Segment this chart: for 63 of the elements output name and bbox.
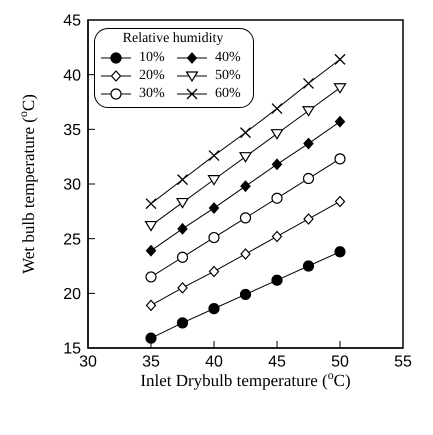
point [334, 246, 346, 258]
point [177, 282, 188, 294]
point [239, 152, 252, 162]
legend-label: 10% [139, 50, 166, 66]
point [334, 83, 346, 94]
point [208, 150, 220, 162]
y-tick-label: 25 [63, 231, 82, 248]
x-tick-label: 40 [205, 353, 223, 370]
point [145, 332, 157, 344]
point [145, 271, 157, 283]
x-axis-title: Inlet Drybulb temperature ($^{o}$C) [140, 368, 351, 390]
point [146, 245, 156, 256]
y-tick-label: 15 [63, 340, 82, 358]
y-tick-label: 30 [63, 176, 82, 194]
point [302, 260, 314, 272]
x-tick-label: 30 [79, 353, 97, 370]
y-tick-label: 35 [63, 122, 82, 140]
x-tick-label: 50 [331, 353, 349, 370]
point [302, 106, 315, 116]
point [176, 174, 188, 186]
point [303, 138, 314, 150]
point [272, 158, 282, 170]
y-tick-label: 40 [63, 67, 82, 84]
point [303, 213, 314, 225]
point [272, 230, 282, 242]
point [302, 78, 314, 90]
point [176, 317, 188, 328]
x-tick-label: 55 [394, 353, 412, 370]
point [270, 129, 284, 140]
point [240, 212, 252, 224]
point [177, 223, 188, 234]
point [271, 192, 283, 204]
legend-label: 60% [215, 86, 242, 102]
point [302, 172, 314, 184]
x-tick-label: 45 [268, 353, 286, 370]
y-tick-label: 45 [63, 12, 82, 30]
legend-title: Relative humidity [122, 31, 224, 47]
point [208, 175, 220, 186]
point [145, 198, 157, 210]
point [334, 153, 346, 164]
y-tick-label: 20 [63, 286, 82, 304]
point [176, 252, 188, 263]
legend-label: 40% [215, 50, 242, 66]
point [144, 220, 158, 232]
point [271, 102, 283, 114]
legend-label: 50% [215, 68, 242, 84]
point [208, 303, 220, 314]
point [208, 202, 220, 214]
point [334, 116, 346, 128]
point [176, 198, 189, 208]
legend-label: 30% [139, 86, 166, 102]
point [208, 232, 220, 244]
point [240, 248, 251, 260]
point [240, 288, 252, 300]
x-tick-label: 35 [142, 353, 160, 370]
point [146, 300, 156, 311]
legend-label: 20% [139, 68, 166, 84]
point [271, 274, 283, 286]
point [240, 180, 251, 192]
point [334, 54, 346, 66]
point [208, 266, 220, 278]
point [240, 126, 252, 138]
point [334, 196, 346, 208]
